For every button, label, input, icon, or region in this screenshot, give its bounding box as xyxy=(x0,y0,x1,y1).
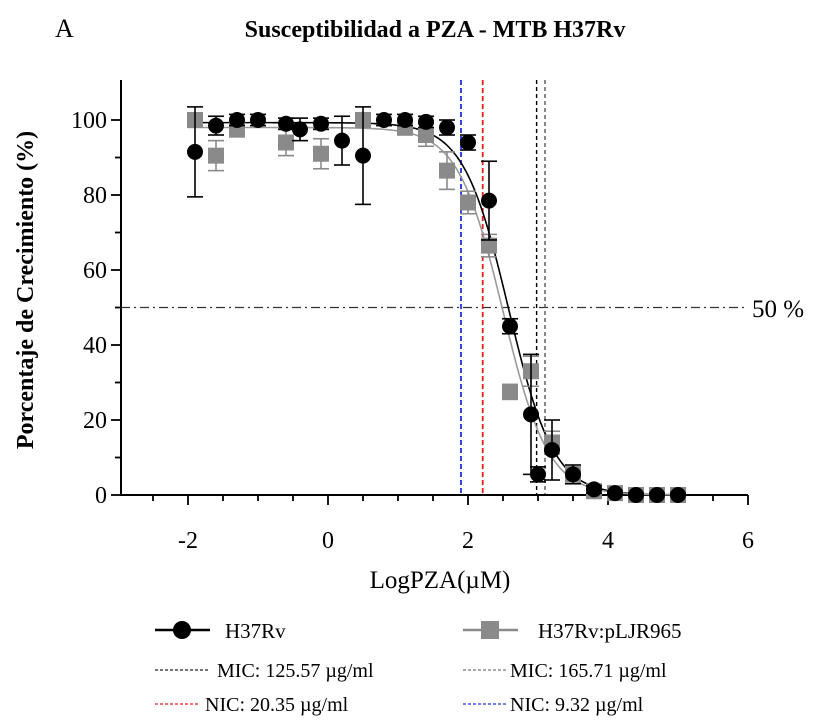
y-tick-label: 60 xyxy=(83,258,107,284)
data-point-plj xyxy=(278,134,294,151)
legend-h37rv-label: H37Rv xyxy=(225,619,286,643)
data-point-h37rv xyxy=(628,487,644,503)
data-point-h37rv xyxy=(586,481,602,498)
x-axis-label: LogPZA(µM) xyxy=(370,567,511,594)
data-point-h37rv xyxy=(376,112,392,128)
chart-title: Susceptibilidad a PZA - MTB H37Rv xyxy=(245,17,626,43)
legend-mic-h37rv: MIC: 125.57 µg/ml xyxy=(217,660,374,682)
data-point-h37rv xyxy=(278,115,294,132)
data-point-h37rv xyxy=(208,117,224,134)
data-point-h37rv xyxy=(292,121,308,138)
data-point-h37rv xyxy=(334,132,350,149)
data-point-plj xyxy=(313,145,329,162)
data-points xyxy=(187,106,686,503)
y-tick-label: 0 xyxy=(95,483,107,509)
data-point-plj xyxy=(418,127,434,143)
y-tick-label: 40 xyxy=(83,333,107,359)
data-point-h37rv xyxy=(439,119,455,136)
fit-curve-h37rv xyxy=(188,121,679,496)
legend-nic-h37rv: NIC: 20.35 µg/ml xyxy=(205,694,349,716)
data-point-h37rv xyxy=(481,192,497,209)
data-point-h37rv xyxy=(229,112,245,128)
data-point-h37rv xyxy=(544,442,560,458)
x-tick-label: 2 xyxy=(462,528,474,554)
data-point-plj xyxy=(208,147,224,164)
legend-mic-plj: MIC: 165.71 µg/ml xyxy=(510,660,667,682)
data-point-h37rv xyxy=(565,466,581,483)
legend-marks xyxy=(155,621,518,705)
data-point-h37rv xyxy=(250,112,266,128)
data-point-h37rv xyxy=(502,318,518,335)
x-tick-label: 0 xyxy=(322,528,334,554)
legend-nic-plj: NIC: 9.32 µg/ml xyxy=(510,694,644,716)
reference-line-label: 50 % xyxy=(752,296,804,323)
data-point-h37rv xyxy=(397,112,413,128)
data-point-h37rv xyxy=(187,143,203,160)
legend-plj-label: H37Rv:pLJR965 xyxy=(538,619,682,643)
panel-label: A xyxy=(55,14,74,43)
legend-plj-marker xyxy=(481,621,499,639)
x-tick-label: -2 xyxy=(178,528,198,554)
data-point-h37rv xyxy=(460,134,476,151)
y-axis-label: Porcentaje de Crecimiento (%) xyxy=(13,131,39,449)
data-point-h37rv xyxy=(313,115,329,132)
fit-curves xyxy=(188,121,679,496)
x-tick-label: 4 xyxy=(602,528,614,554)
data-point-h37rv xyxy=(649,487,665,503)
data-point-h37rv xyxy=(418,113,434,130)
y-tick-label: 100 xyxy=(71,108,107,134)
y-tick-label: 80 xyxy=(83,183,107,209)
data-point-h37rv xyxy=(355,147,371,164)
data-point-h37rv xyxy=(530,466,546,483)
data-point-h37rv xyxy=(607,485,623,502)
legend: H37Rv H37Rv:pLJR965 MIC: 125.57 µg/ml MI… xyxy=(155,619,682,716)
legend-h37rv-marker xyxy=(173,621,191,639)
data-point-h37rv xyxy=(523,406,539,423)
data-point-h37rv xyxy=(670,487,686,503)
data-point-plj xyxy=(481,237,497,254)
data-point-plj xyxy=(502,383,518,400)
fit-curve-plj xyxy=(188,126,679,496)
data-point-plj xyxy=(439,162,455,179)
y-tick-label: 20 xyxy=(83,408,107,434)
x-tick-label: 6 xyxy=(742,528,754,554)
data-point-plj xyxy=(460,194,476,211)
